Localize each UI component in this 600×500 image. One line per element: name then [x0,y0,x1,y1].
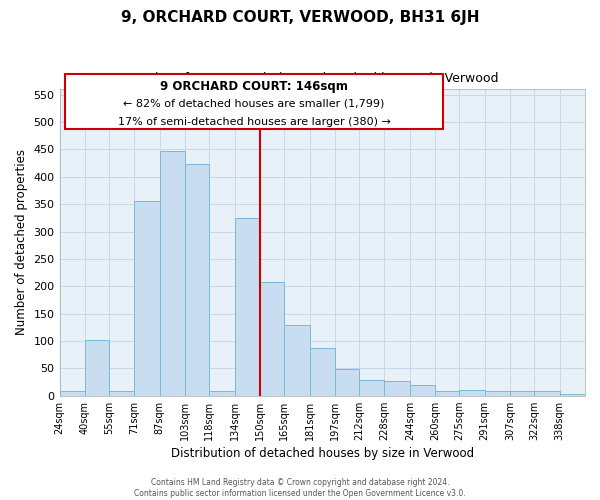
Bar [284,324,310,396]
Bar [410,385,436,396]
Bar [109,392,134,396]
Bar [310,348,335,396]
Bar [436,392,459,396]
Bar [85,340,109,396]
Text: 9, ORCHARD COURT, VERWOOD, BH31 6JH: 9, ORCHARD COURT, VERWOOD, BH31 6JH [121,10,479,25]
Text: ← 82% of detached houses are smaller (1,799): ← 82% of detached houses are smaller (1,… [123,98,385,108]
Bar [485,392,510,396]
Bar [209,392,235,396]
Bar [260,282,284,396]
Title: Size of property relative to detached houses in Verwood: Size of property relative to detached ho… [146,72,498,86]
Bar [385,382,410,396]
Bar [359,380,385,396]
Bar [510,391,534,396]
Bar [160,151,185,396]
Bar [59,392,85,396]
Text: 9 ORCHARD COURT: 146sqm: 9 ORCHARD COURT: 146sqm [160,80,348,93]
Bar [134,201,160,396]
Y-axis label: Number of detached properties: Number of detached properties [15,150,28,336]
Bar [534,392,560,396]
Bar [185,164,209,396]
Bar [560,394,585,396]
Bar [335,369,359,396]
X-axis label: Distribution of detached houses by size in Verwood: Distribution of detached houses by size … [171,447,474,460]
Text: Contains HM Land Registry data © Crown copyright and database right 2024.
Contai: Contains HM Land Registry data © Crown c… [134,478,466,498]
Bar [459,390,485,396]
Bar [235,218,260,396]
FancyBboxPatch shape [65,74,443,129]
Text: 17% of semi-detached houses are larger (380) →: 17% of semi-detached houses are larger (… [118,117,391,127]
